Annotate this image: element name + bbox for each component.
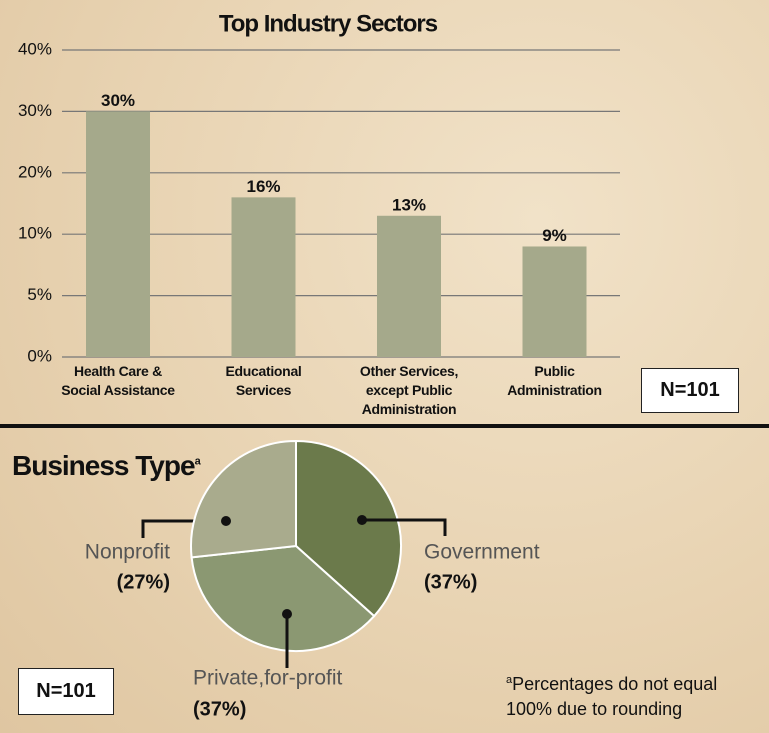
pie-title-text: Business Type	[12, 450, 196, 481]
sample-size: N=101	[641, 368, 739, 413]
pie-slice	[295, 439, 402, 618]
footnote-text: Percentages do not equal 100% due to rou…	[506, 674, 718, 719]
footnote-marker: a	[506, 674, 513, 686]
y-tick-label: 0%	[27, 346, 52, 365]
bar	[377, 215, 441, 357]
x-tick-label: Public Administration	[507, 363, 602, 398]
sample-size: N=101	[18, 668, 114, 715]
y-tick-label: 5%	[27, 285, 52, 304]
title-superscript: a	[194, 455, 201, 468]
footnote: aPercentages do not equal 100% due to ro…	[506, 668, 768, 722]
value-label: 30%	[101, 91, 135, 110]
y-tick-label: 10%	[18, 224, 52, 243]
slice-label: Nonprofit	[85, 541, 170, 564]
leader-dot	[221, 516, 231, 526]
value-label: 13%	[392, 195, 426, 214]
pie-slice	[190, 439, 297, 559]
value-label: 16%	[246, 177, 280, 196]
slice-label: Government	[424, 541, 540, 564]
y-tick-label: 30%	[18, 101, 52, 120]
value-label: (37%)	[193, 698, 246, 720]
bar	[86, 111, 150, 358]
pie-slice	[190, 544, 376, 652]
x-tick-label: Health Care & Social Assistance	[61, 363, 175, 398]
bar	[231, 197, 296, 357]
leader-dot	[357, 515, 367, 525]
x-tick-label: Other Services, except Public Administra…	[359, 363, 459, 417]
y-tick-label: 40%	[18, 39, 52, 58]
y-tick-label: 20%	[18, 162, 52, 181]
value-label: (27%)	[117, 571, 170, 593]
bar	[522, 246, 587, 357]
value-label: 9%	[542, 226, 567, 245]
chart-title: Top Industry Sectors	[219, 10, 438, 37]
leader-dot	[282, 609, 292, 619]
x-tick-label: Educational Services	[225, 363, 302, 398]
slice-label: Private,for-profit	[193, 667, 343, 690]
pie-title: Business Typea	[12, 450, 201, 482]
value-label: (37%)	[424, 571, 477, 593]
